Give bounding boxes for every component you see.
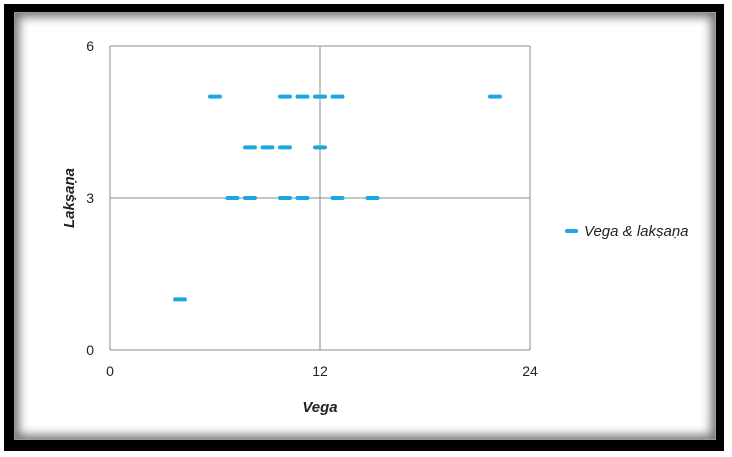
data-point	[330, 94, 345, 99]
data-point	[173, 297, 187, 302]
data-point	[365, 196, 380, 200]
x-tick-label: 0	[106, 363, 114, 379]
chart-area	[14, 12, 716, 440]
y-tick-label: 3	[86, 190, 94, 206]
data-point	[243, 196, 257, 200]
legend-label: Vega & lakṣaṇa	[584, 223, 689, 240]
x-tick-labels: 0 12 24	[106, 363, 538, 379]
data-point	[278, 196, 292, 200]
data-point	[295, 196, 310, 200]
y-tick-labels: 0 3 6	[86, 38, 94, 358]
data-point	[260, 145, 275, 150]
legend: Vega & lakṣaṇa	[565, 223, 689, 240]
axes	[109, 46, 530, 351]
data-point	[225, 196, 240, 200]
x-tick-label: 24	[522, 363, 538, 379]
y-tick-label: 6	[86, 38, 94, 54]
x-tick-label: 12	[312, 363, 328, 379]
x-axis-title: Vega	[302, 399, 337, 416]
data-points	[173, 94, 502, 302]
data-point	[278, 94, 292, 99]
grid-lines	[110, 45, 531, 350]
data-point	[208, 94, 222, 99]
data-point	[313, 145, 327, 150]
data-point	[243, 145, 257, 150]
data-point	[295, 94, 310, 99]
y-axis-title: Lakṣaṇa	[61, 168, 78, 228]
data-point	[278, 145, 292, 150]
legend-marker	[565, 229, 578, 233]
data-point	[488, 94, 502, 99]
data-point	[313, 94, 327, 99]
data-point	[330, 196, 345, 200]
y-tick-label: 0	[86, 342, 94, 358]
